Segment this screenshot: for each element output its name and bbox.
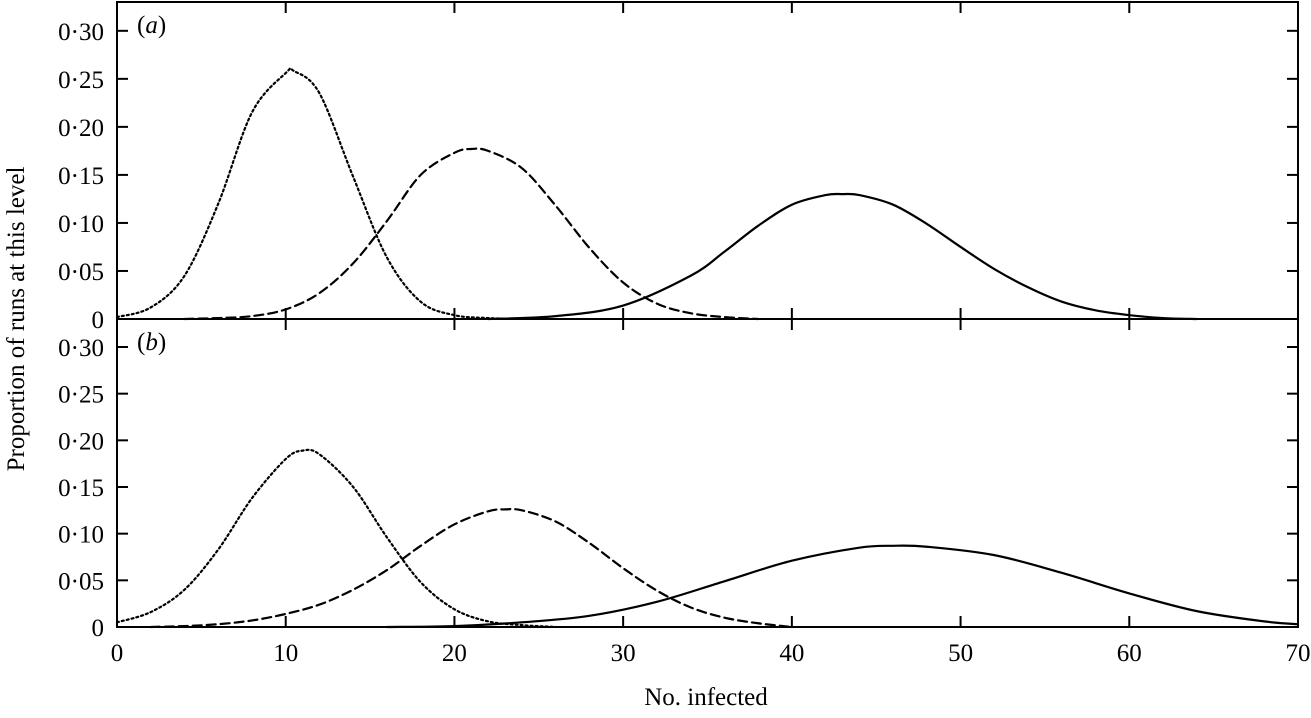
panel-a-y-tick-label: 0·20 [58,115,104,142]
panel-b-y-tick-label: 0·10 [58,522,104,549]
panel-b-y-tick-label: 0·15 [58,475,104,502]
x-tick-label: 10 [273,640,298,667]
y-axis-label: Proportion of runs at this level [3,167,30,472]
x-tick-label: 50 [948,640,973,667]
panel-a-y-tick-label: 0·10 [58,211,104,238]
panel-a-y-tick-label: 0·25 [58,67,104,94]
panel-a-y-tick-label: 0 [92,307,105,334]
panel-a-label: (a) [137,12,166,39]
panel-a-series-dotted-line [115,67,524,321]
panel-b-frame [116,318,1299,628]
x-tick-label: 30 [611,640,636,667]
panel-b-series-solid-line [385,544,1300,629]
panel-b-series-dashed-line [149,507,793,629]
x-tick-label: 70 [1286,640,1311,667]
x-tick-label: 40 [779,640,804,667]
panel-a-series-solid-line [487,192,1198,321]
panel-a-frame [116,1,1299,320]
panel-a-y-tick-label: 0·05 [58,259,104,286]
panel-a-y-tick-label: 0·30 [58,19,104,46]
panel-b-y-tick-label: 0·30 [58,335,104,362]
panel-a-y-tick-label: 0·15 [58,163,104,190]
x-axis-label: No. infected [644,684,768,711]
panel-b-y-tick-label: 0·25 [58,382,104,409]
panel-a-series-dashed-line [183,147,760,321]
panel-b-y-tick-label: 0·05 [58,568,104,595]
x-tick-label: 20 [442,640,467,667]
panel-b-y-tick-label: 0 [92,615,105,642]
x-tick-label: 60 [1117,640,1142,667]
panel-b-y-tick-label: 0·20 [58,428,104,455]
x-tick-label: 0 [111,640,124,667]
panel-b-series-dotted-line [115,448,557,629]
panel-b-label: (b) [137,329,166,356]
